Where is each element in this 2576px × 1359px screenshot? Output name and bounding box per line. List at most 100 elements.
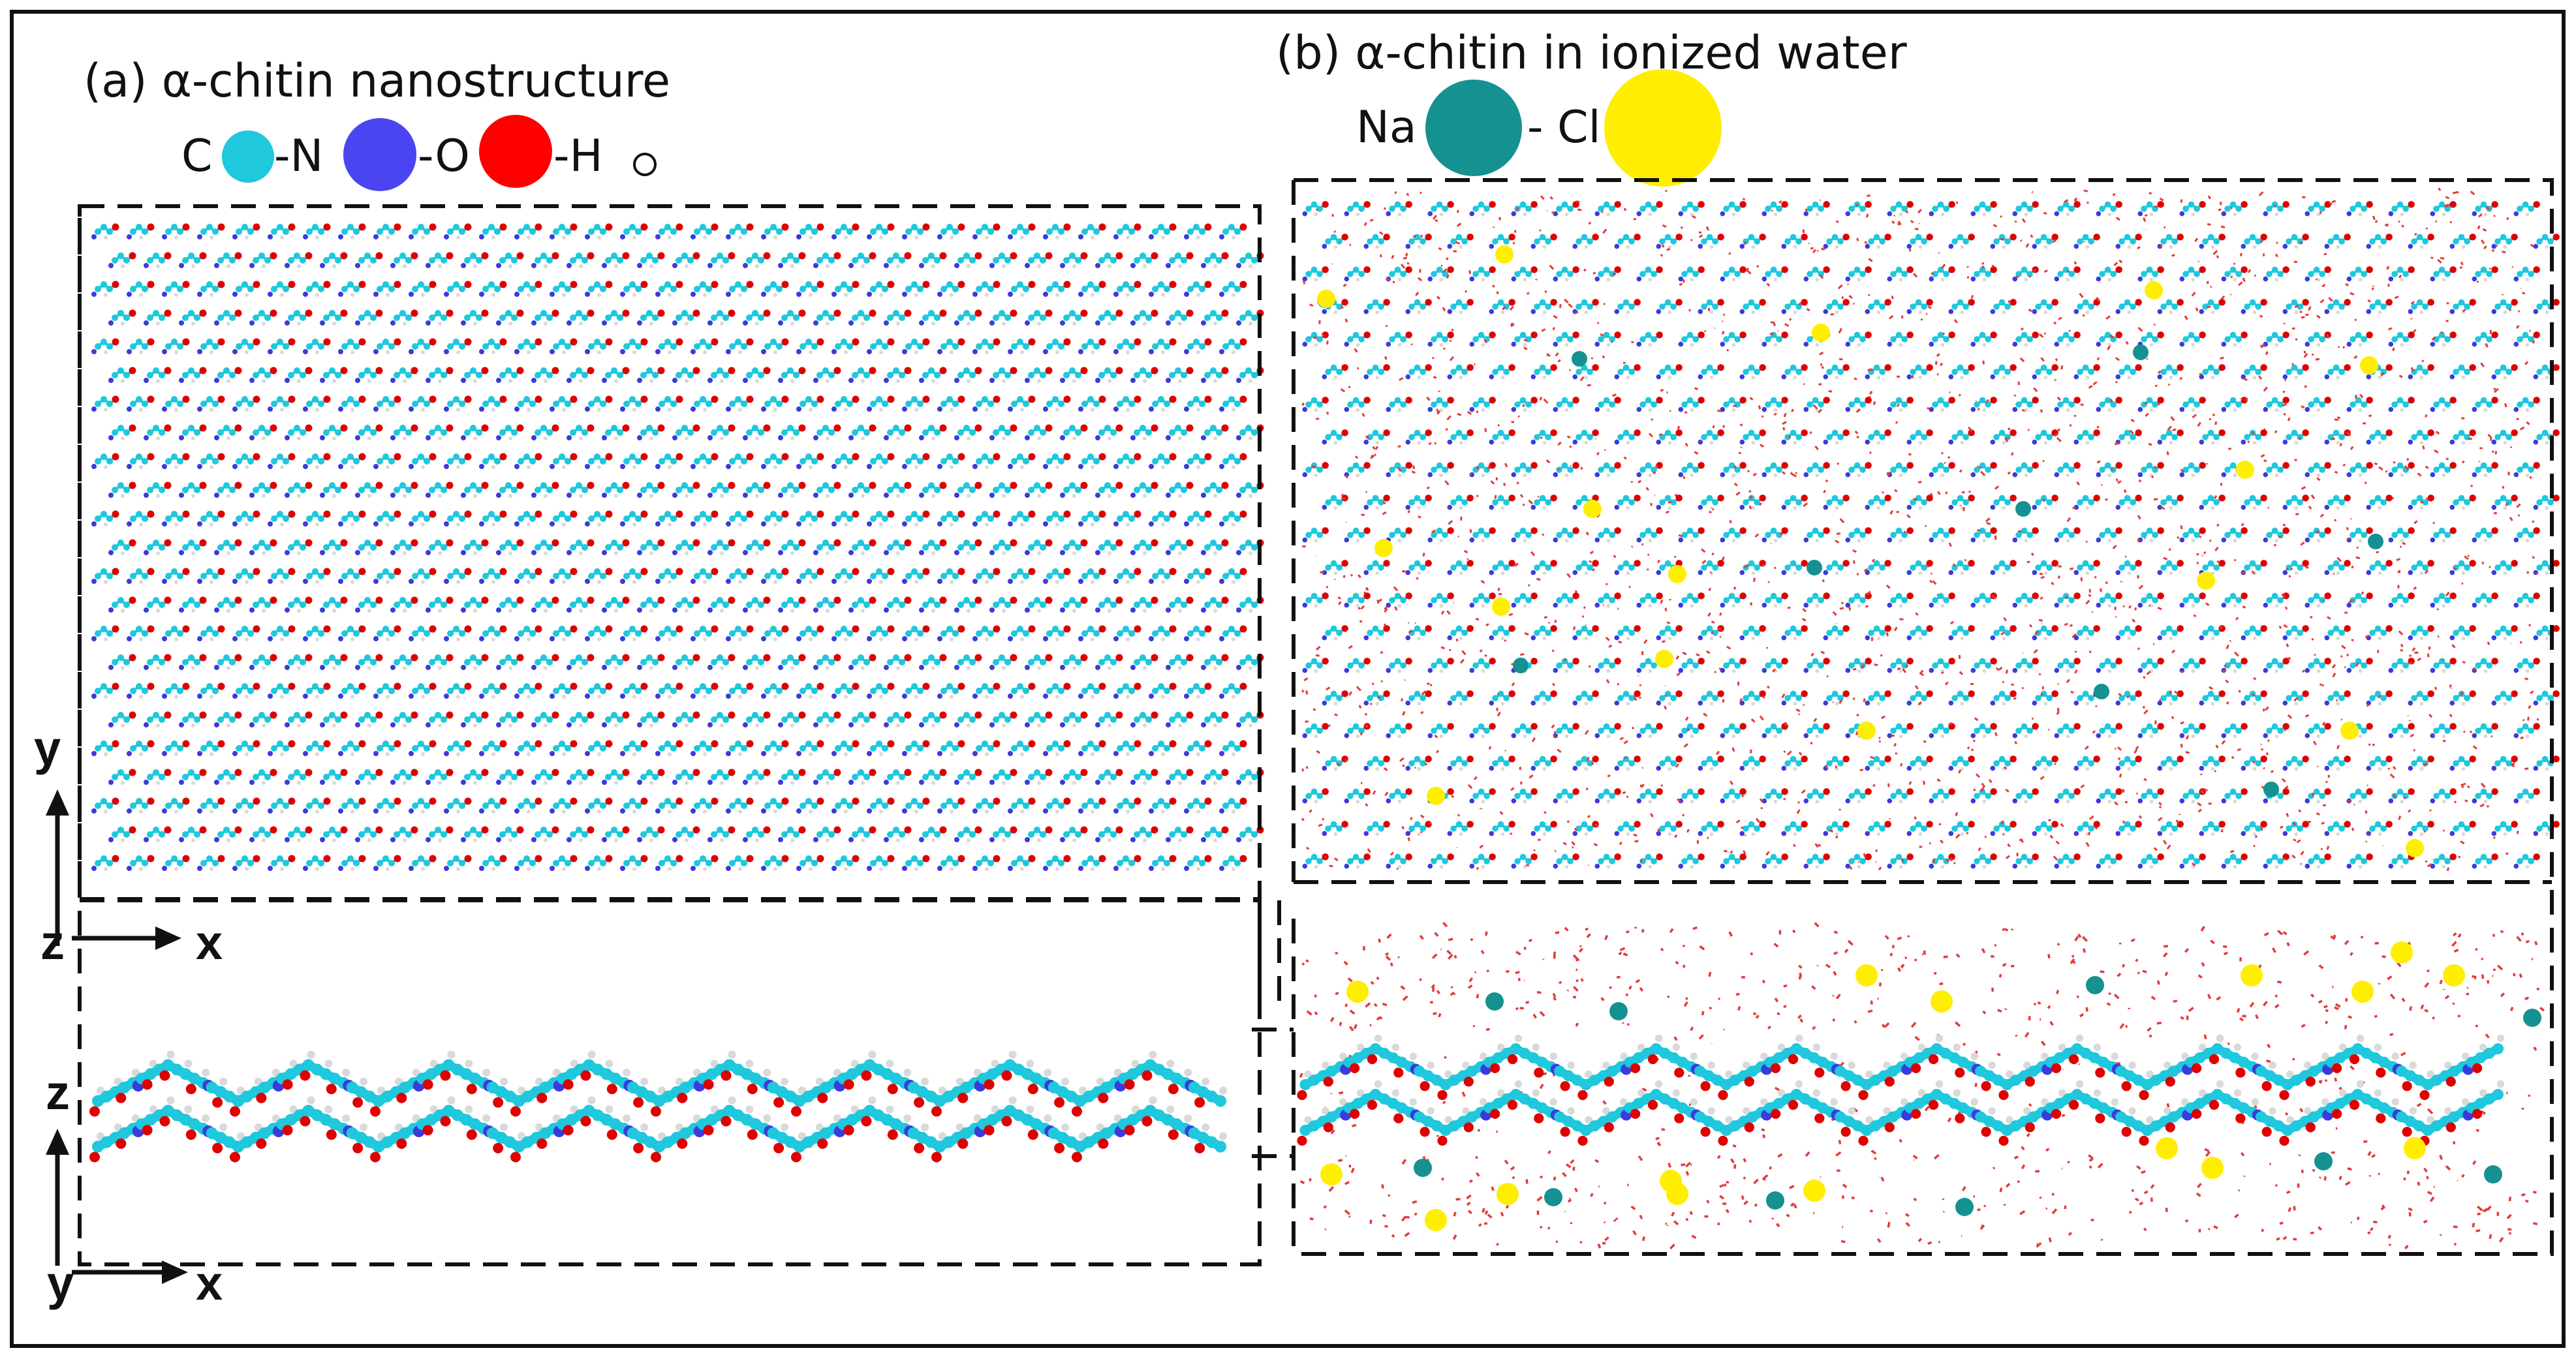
oxygen-atom xyxy=(305,309,313,317)
carbon-atom xyxy=(306,228,313,235)
hydrogen-atom xyxy=(1213,436,1217,440)
carbon-atom xyxy=(412,286,418,292)
carbon-atom xyxy=(611,597,617,603)
carbon-atom xyxy=(529,745,536,752)
oxygen-atom xyxy=(622,539,630,547)
bond xyxy=(572,656,592,664)
bond xyxy=(1224,684,1245,693)
oxygen-atom xyxy=(551,309,559,317)
oxygen-atom xyxy=(993,395,1001,403)
carbon-atom xyxy=(476,544,482,551)
carbon-atom xyxy=(518,401,524,407)
carbon-atom xyxy=(142,286,148,292)
nitrogen-atom xyxy=(602,550,607,555)
carbon-atom xyxy=(1004,716,1011,723)
carbon-atom xyxy=(494,515,501,522)
oxygen-atom xyxy=(570,281,578,288)
hydrogen-atom xyxy=(262,264,266,268)
bond xyxy=(607,254,627,262)
nitrogen-atom xyxy=(179,263,184,268)
bond xyxy=(907,799,927,808)
bond xyxy=(995,771,1015,779)
carbon-atom xyxy=(1117,573,1123,579)
carbon-atom xyxy=(370,774,377,780)
carbon-atom xyxy=(1210,310,1217,316)
carbon-atom xyxy=(659,401,665,407)
carbon-atom xyxy=(846,745,853,752)
nitrogen-atom xyxy=(637,263,642,268)
nitrogen-atom xyxy=(338,349,343,354)
oxygen-atom xyxy=(711,740,719,748)
carbon-atom xyxy=(394,716,400,723)
carbon-atom xyxy=(594,224,600,230)
bond xyxy=(748,828,768,836)
bond xyxy=(1154,627,1174,635)
carbon-atom xyxy=(182,831,189,838)
carbon-atom xyxy=(735,741,741,747)
carbon-atom xyxy=(635,458,642,465)
carbon-atom xyxy=(236,630,242,637)
hydrogen-atom xyxy=(896,322,900,326)
bond xyxy=(837,684,857,693)
hydrogen-atom xyxy=(720,609,724,613)
hydrogen-atom xyxy=(332,838,336,842)
carbon-atom xyxy=(706,458,712,465)
carbon-atom xyxy=(722,257,729,264)
oxygen-atom xyxy=(129,309,136,317)
carbon-atom xyxy=(488,224,495,230)
carbon-atom xyxy=(1004,487,1011,493)
hydrogen-atom xyxy=(262,551,266,555)
oxygen-atom xyxy=(1169,395,1177,403)
hydrogen-atom xyxy=(562,465,566,469)
carbon-atom xyxy=(588,343,595,350)
oxygen-atom xyxy=(253,223,260,231)
hydrogen-atom xyxy=(245,810,249,814)
carbon-atom xyxy=(353,688,360,694)
carbon-legend-icon xyxy=(222,130,274,183)
carbon-atom xyxy=(200,573,207,579)
carbon-atom xyxy=(611,827,617,833)
nitrogen-atom xyxy=(1008,292,1013,297)
hydrogen-atom xyxy=(685,609,689,613)
bond xyxy=(379,570,399,578)
nitrogen-atom xyxy=(796,349,801,354)
bond xyxy=(1206,254,1226,262)
carbon-atom xyxy=(470,425,476,431)
hydrogen-atom xyxy=(668,465,672,469)
carbon-atom xyxy=(1110,372,1117,378)
carbon-atom xyxy=(1199,515,1205,522)
carbon-atom xyxy=(694,228,700,235)
nitrogen-atom xyxy=(162,234,167,239)
carbon-atom xyxy=(1169,716,1175,723)
carbon-atom xyxy=(95,343,101,350)
carbon-atom xyxy=(952,515,959,522)
oxygen-atom xyxy=(605,338,613,346)
carbon-atom xyxy=(441,774,447,780)
oxygen-atom xyxy=(481,826,489,834)
oxygen-atom xyxy=(781,625,789,633)
hydrogen-atom xyxy=(844,580,848,584)
nitrogen-atom xyxy=(989,780,995,785)
oxygen-atom xyxy=(411,481,418,489)
bond xyxy=(1154,282,1174,291)
oxygen-atom xyxy=(1169,281,1177,288)
bond xyxy=(818,483,839,492)
hydrogen-atom xyxy=(156,781,160,785)
carbon-atom xyxy=(1145,314,1152,321)
hydrogen-atom xyxy=(403,551,407,555)
carbon-atom xyxy=(306,401,313,407)
oxygen-atom xyxy=(993,281,1001,288)
carbon-atom xyxy=(441,429,447,436)
carbon-atom xyxy=(905,573,912,579)
hydrogen-atom xyxy=(350,236,354,239)
nitrogen-atom xyxy=(1201,665,1206,670)
nitrogen-atom xyxy=(127,694,132,699)
oxygen-atom xyxy=(833,539,841,547)
bond xyxy=(255,369,275,377)
carbon-atom xyxy=(523,339,530,345)
carbon-atom xyxy=(675,602,682,608)
carbon-atom xyxy=(429,429,435,436)
bond xyxy=(273,570,293,578)
oxygen-atom xyxy=(217,510,225,518)
bond xyxy=(184,426,204,435)
